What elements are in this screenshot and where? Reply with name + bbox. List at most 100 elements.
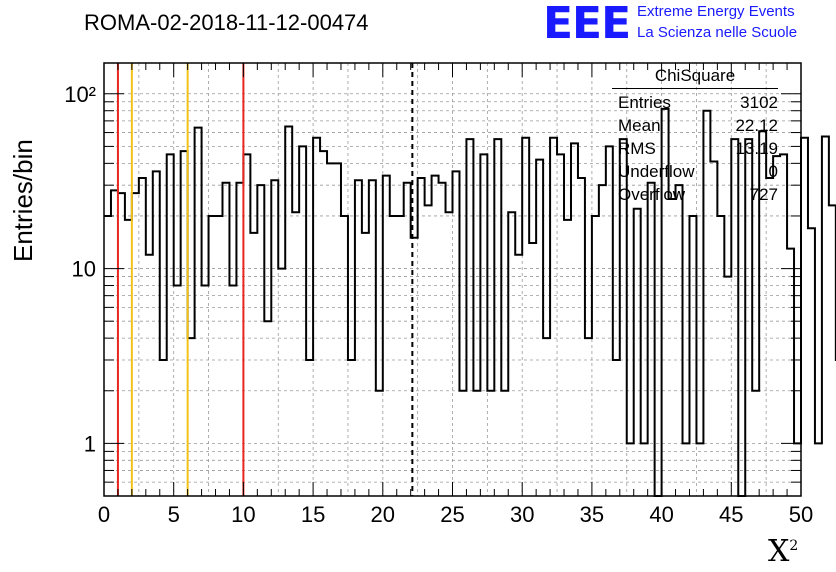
ticks-layer: 0 5 10 15 20 25 30 35 40 45 50 1 10 10² [64, 63, 813, 527]
stats-label: Underflow [618, 162, 695, 181]
x-tick-label: 45 [719, 502, 743, 527]
stats-row-overflow: Overflow 727 [612, 183, 778, 206]
histogram-bin [362, 233, 369, 496]
histogram-bin [515, 255, 522, 496]
histogram-bin [724, 277, 731, 496]
histogram-bin [585, 338, 592, 496]
histogram-bin [376, 391, 383, 496]
histogram-bin [669, 199, 676, 496]
histogram-bin [487, 391, 494, 496]
histogram-bin [222, 183, 229, 496]
histogram-bin [278, 269, 285, 496]
histogram-bin [439, 183, 446, 496]
histogram-bin [167, 154, 174, 496]
histogram-bin [508, 212, 515, 496]
histogram-bin [139, 178, 146, 496]
histogram-bin [557, 154, 564, 496]
histogram-bin [257, 185, 264, 496]
y-tick-label: 1 [84, 431, 96, 456]
histogram-bin [494, 139, 501, 496]
x-axis-label-sup: 2 [789, 538, 799, 554]
x-axis-label: X2 [768, 534, 798, 569]
histogram-bin [390, 216, 397, 496]
histogram-bin [473, 391, 480, 496]
histogram-bin [696, 443, 703, 496]
histogram-bin [334, 163, 341, 496]
histogram-outline [104, 107, 836, 497]
stats-value: 727 [749, 185, 778, 204]
histogram-bin [153, 171, 160, 496]
histogram-bin [501, 391, 508, 496]
x-tick-label: 15 [301, 502, 325, 527]
histogram-bin [529, 243, 536, 496]
histogram-bin [613, 360, 620, 496]
histogram-bin [236, 183, 243, 496]
histogram-bin [250, 233, 257, 496]
histogram-bin [550, 138, 557, 496]
histogram-layer [104, 107, 836, 497]
histogram-bin [466, 139, 473, 496]
histogram-bin [592, 216, 599, 496]
y-tick-label: 10² [64, 82, 96, 107]
histogram-bin [564, 220, 571, 496]
stats-label: Overflow [618, 185, 686, 204]
histogram-bin [174, 286, 181, 496]
histogram-bin [773, 156, 780, 496]
stats-value: 3102 [740, 93, 778, 112]
chart-title: ROMA-02-2018-11-12-00474 [84, 10, 369, 35]
histogram-bin [536, 160, 543, 496]
histogram-bin [369, 180, 376, 496]
histogram-bin [752, 391, 759, 496]
marker-lines-layer [116, 63, 414, 496]
stats-box: ChiSquare Entries 3102 Mean 22.12 RMS 13.19… [612, 66, 778, 206]
stats-title: ChiSquare [612, 66, 778, 89]
x-tick-label: 5 [168, 502, 180, 527]
histogram-bin [571, 143, 578, 496]
histogram-bin [801, 138, 808, 496]
stats-value: 0 [768, 162, 778, 181]
histogram-bin [341, 216, 348, 496]
histogram-bin [634, 209, 641, 496]
histogram-bin [411, 238, 418, 496]
histogram-bin [132, 193, 139, 496]
histogram-bin [306, 360, 313, 496]
histogram-bin [188, 338, 195, 496]
histogram-bin [432, 176, 439, 496]
histogram-bin [383, 176, 390, 496]
histogram-bin [271, 180, 278, 496]
histogram-bin [111, 190, 118, 496]
histogram-bin [299, 146, 306, 496]
x-axis-label-base: X [768, 534, 790, 569]
histogram-bin [418, 178, 425, 496]
histogram-bin [459, 391, 466, 496]
stats-row-entries: Entries 3102 [612, 91, 778, 114]
stats-value: 13.19 [735, 139, 778, 158]
histogram-bin [397, 216, 404, 496]
histogram-bin [425, 205, 432, 496]
x-tick-label: 0 [98, 502, 110, 527]
histogram-bin [446, 212, 453, 496]
histogram-bin [599, 185, 606, 496]
histogram-bin [829, 205, 836, 496]
histogram-bin [320, 151, 327, 496]
histogram-bin [543, 338, 550, 496]
histogram-bin [216, 216, 223, 496]
histogram-bin [264, 321, 271, 496]
histogram-bin [202, 286, 209, 496]
logo-line-1: Extreme Energy Events [637, 3, 795, 20]
histogram-bin [195, 128, 202, 496]
y-axis-label: Entries/bin [8, 139, 38, 262]
histogram-bin [181, 151, 188, 496]
x-tick-label: 40 [649, 502, 673, 527]
stats-row-rms: RMS 13.19 [612, 137, 778, 160]
histogram-bin [285, 126, 292, 496]
x-tick-label: 35 [580, 502, 604, 527]
y-tick-label: 10 [72, 257, 96, 282]
stats-value: 22.12 [735, 116, 778, 135]
histogram-bin [327, 163, 334, 496]
histogram-bin [209, 216, 216, 496]
stats-row-mean: Mean 22.12 [612, 114, 778, 137]
histogram-bin [243, 154, 250, 496]
stats-label: Mean [618, 116, 661, 135]
